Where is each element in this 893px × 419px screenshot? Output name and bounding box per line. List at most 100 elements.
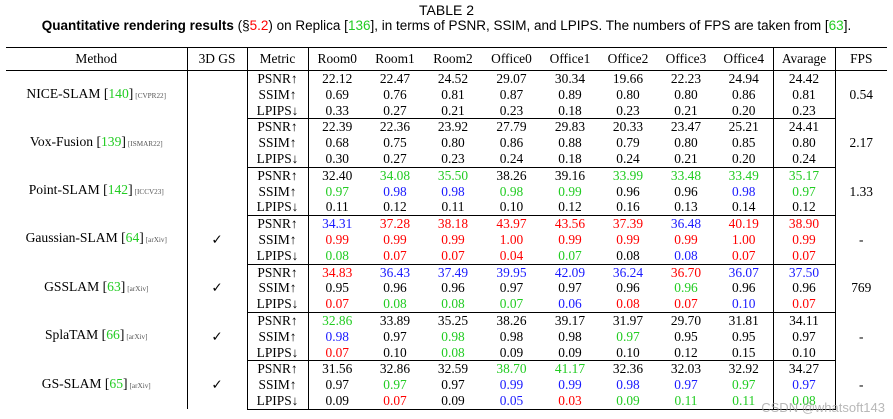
average-value-cell: 38.90 [773,215,836,232]
value-cell: 36.24 [612,264,644,280]
value-cell: 0.99 [558,183,582,199]
metric-label: SSIM↑ [247,328,309,345]
method-cell: Point-SLAM [142] [ICCV23] [6,167,188,216]
value-cell: 0.10 [715,296,774,313]
average-value-cell: 0.08 [773,392,836,410]
method-ref-link[interactable]: 142 [107,182,129,198]
value-cell: 0.11 [657,392,715,410]
gs-check-cell [187,118,248,168]
fps-cell: - [859,328,864,344]
header-office4: Office4 [715,47,774,71]
gs-check-cell: ✓ [187,264,248,313]
caption-replica-ref-link[interactable]: 136 [347,18,371,33]
watermark: CSDN @whatsoft143 [761,400,885,415]
value-cell: 0.80 [616,86,640,102]
method-ref-link[interactable]: 66 [106,327,120,343]
value-cell: 22.12 [322,71,353,86]
metric-label: PSNR↑ [247,360,309,378]
method-venue: [arXiv] [145,236,167,245]
value-cell: 31.97 [612,312,644,328]
value-cell: 0.23 [599,102,657,120]
value-cell: 31.56 [322,361,353,377]
value-cell: 1.00 [499,231,524,247]
average-value-cell: 0.97 [773,328,836,345]
value-cell: 0.98 [715,183,774,200]
value-cell: 0.11 [715,392,774,410]
method-ref-link[interactable]: 65 [109,375,123,391]
header-method: Method [6,47,188,71]
metric-label: PSNR↑ [247,215,309,232]
method-venue: [arXiv] [127,284,149,293]
table-row: LPIPS↓ 0.09 0.07 0.09 0.05 0.03 0.09 0.11 0.11 0.… [6,392,887,410]
value-cell: 0.30 [308,150,366,168]
metric-label: LPIPS↓ [247,392,309,410]
method-cell: Vox-Fusion [139] [ISMAR22] [6,118,188,168]
header-room2: Room2 [424,47,482,71]
method-ref-link[interactable]: 139 [100,133,122,149]
method-venue: [arXiv] [129,381,151,390]
caption-bold: Quantitative rendering results [41,18,234,33]
method-ref-link[interactable]: 64 [125,230,140,246]
value-cell: 0.98 [325,328,349,344]
average-value-cell: 0.07 [773,247,836,265]
average-value-cell: 34.11 [773,312,836,329]
value-cell: 0.07 [366,247,424,265]
value-cell: 0.81 [441,86,465,102]
value-cell: 0.99 [674,231,698,247]
table-row: LPIPS↓ 0.33 0.27 0.21 0.23 0.18 0.23 0.21 0.20 0.… [6,102,887,120]
method-name: GS-SLAM [41,375,102,391]
value-cell: 0.07 [541,247,599,265]
value-cell: 23.47 [670,119,702,135]
value-cell: 0.96 [616,183,640,199]
value-cell: 22.23 [670,71,702,86]
value-cell: 43.97 [496,216,527,232]
value-cell: 38.70 [496,361,527,377]
value-cell: 0.16 [599,199,657,217]
table-row: GS-SLAM [65] [arXiv] ✓ PSNR↑ 31.56 32.86 32.59… [6,360,887,410]
value-cell: 0.07 [657,296,715,313]
value-cell: 20.33 [612,119,644,135]
value-cell: 0.96 [715,280,774,297]
value-cell: 0.21 [657,102,715,120]
value-cell: 38.26 [496,312,527,328]
value-cell: 0.08 [657,247,715,265]
value-cell: 0.96 [616,280,640,296]
value-cell: 0.79 [616,135,640,151]
value-cell: 0.99 [558,231,582,247]
value-cell: 0.08 [424,344,482,362]
method-ref-link[interactable]: 140 [108,85,129,101]
value-cell: 0.68 [325,135,349,151]
value-cell: 29.83 [554,119,586,135]
value-cell: 39.17 [554,312,586,328]
table-row: Vox-Fusion [139] [ISMAR22] PSNR↑ 22.39 22.36… [6,118,887,168]
value-cell: 35.50 [437,167,469,183]
value-cell: 0.07 [308,344,366,362]
table-row: SSIM↑ 0.97 0.98 0.98 0.98 0.99 0.96 0.96 0.98 0.9… [6,183,887,200]
value-cell: 32.92 [715,360,774,378]
method-ref-link[interactable]: 63 [107,278,121,294]
caption-section-link[interactable]: 5.2 [249,18,269,33]
value-cell: 0.97 [383,328,407,344]
value-cell: 0.08 [424,296,482,313]
value-cell: 29.70 [670,312,702,328]
results-table: Method 3D GS Metric Room0 Room1 Room2 Of… [6,47,887,410]
caption-fps-ref-link[interactable]: 63 [828,18,844,33]
fps-cell: 0.54 [849,87,873,103]
fps-cell: 769 [851,280,872,296]
value-cell: 32.86 [379,361,411,377]
value-cell: 0.11 [424,199,482,217]
value-cell: 0.96 [674,183,698,199]
value-cell: 0.18 [541,102,599,120]
average-value-cell: 0.96 [773,280,836,297]
value-cell: 32.36 [612,361,644,377]
value-cell: 0.98 [441,183,465,199]
value-cell: 33.99 [612,167,644,183]
value-cell: 0.10 [599,344,657,362]
value-cell: 0.96 [383,280,407,296]
value-cell: 0.06 [541,296,599,313]
average-value-cell: 0.24 [773,150,836,168]
average-value-cell: 0.80 [773,135,836,151]
value-cell: 36.70 [670,264,702,280]
metric-label: PSNR↑ [247,167,309,184]
method-cell: GS-SLAM [65] [arXiv] [6,360,188,410]
